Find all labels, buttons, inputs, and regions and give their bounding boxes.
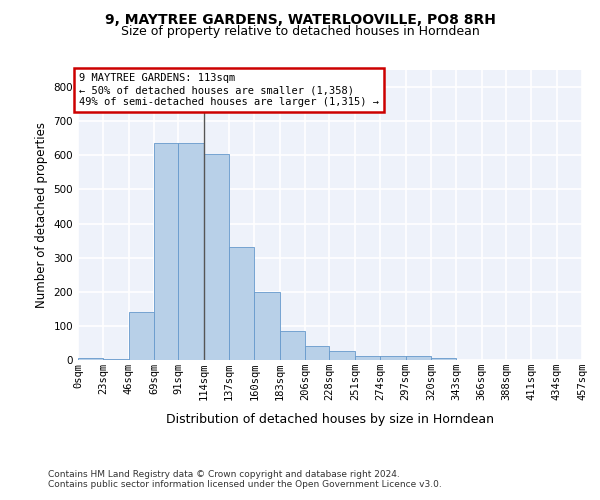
- Text: 9, MAYTREE GARDENS, WATERLOOVILLE, PO8 8RH: 9, MAYTREE GARDENS, WATERLOOVILLE, PO8 8…: [104, 12, 496, 26]
- Bar: [229, 248, 254, 360]
- Bar: [254, 292, 280, 360]
- Bar: [129, 312, 154, 360]
- Text: 9 MAYTREE GARDENS: 113sqm
← 50% of detached houses are smaller (1,358)
49% of se: 9 MAYTREE GARDENS: 113sqm ← 50% of detac…: [79, 74, 379, 106]
- Y-axis label: Number of detached properties: Number of detached properties: [35, 122, 48, 308]
- Bar: [431, 358, 456, 360]
- Text: Size of property relative to detached houses in Horndean: Size of property relative to detached ho…: [121, 25, 479, 38]
- Bar: [329, 351, 355, 360]
- Bar: [103, 359, 129, 360]
- Bar: [154, 144, 178, 360]
- Bar: [178, 144, 204, 360]
- Bar: [355, 356, 380, 360]
- Bar: [406, 356, 431, 360]
- Bar: [280, 331, 305, 360]
- Text: Contains HM Land Registry data © Crown copyright and database right 2024.
Contai: Contains HM Land Registry data © Crown c…: [48, 470, 442, 490]
- Bar: [204, 154, 229, 360]
- Bar: [305, 346, 329, 360]
- Text: Distribution of detached houses by size in Horndean: Distribution of detached houses by size …: [166, 412, 494, 426]
- Bar: [380, 356, 406, 360]
- Bar: [78, 358, 103, 360]
